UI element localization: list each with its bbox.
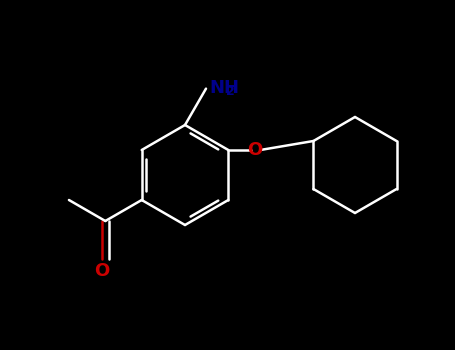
Text: 2: 2 (226, 85, 235, 98)
Text: NH: NH (209, 79, 239, 97)
Text: O: O (247, 141, 262, 159)
Text: O: O (94, 262, 110, 280)
